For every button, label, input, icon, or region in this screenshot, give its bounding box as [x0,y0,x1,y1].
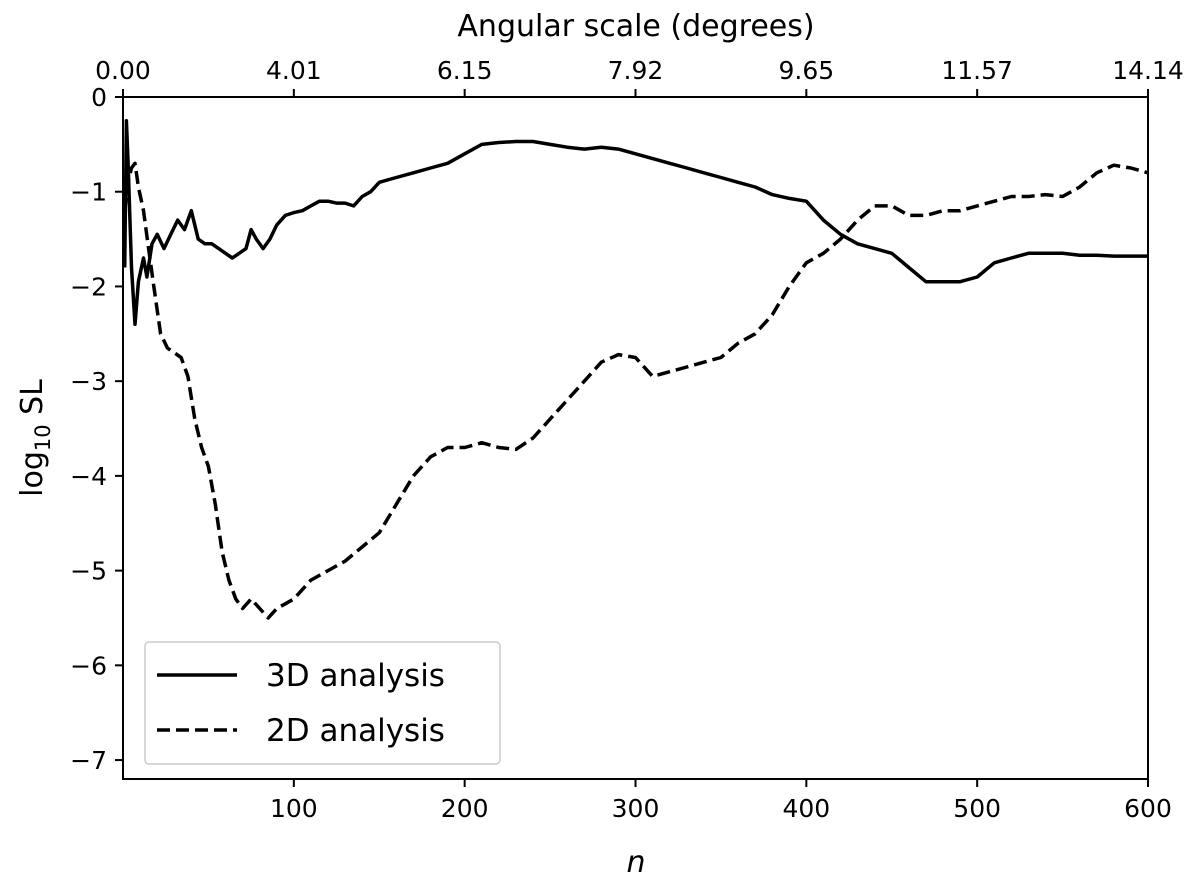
top-axis: 0.00 4.01 6.15 7.92 9.65 11.57 14.14 [95,56,1184,97]
x-tick-label: 100 [270,794,318,823]
top-tick-label: 4.01 [266,56,322,85]
y-axis: 0 −1 −2 −3 −4 −5 −6 −7 [70,83,123,775]
top-tick-label: 7.92 [608,56,664,85]
top-tick-label: 9.65 [778,56,834,85]
x-tick-label: 500 [953,794,1001,823]
legend-label-2d: 2D analysis [266,713,445,749]
y-tick-label: −4 [70,462,107,491]
x-axis-label: n [626,845,645,879]
y-axis-label-base: log [15,451,50,497]
y-tick-label: −2 [70,272,107,301]
y-tick-label: −5 [70,557,107,586]
y-tick-label: 0 [91,83,107,112]
legend-label-3d: 3D analysis [266,658,445,694]
x-axis: 100 200 300 400 500 600 [270,779,1172,823]
top-tick-label: 14.14 [1112,56,1184,85]
y-axis-label: log10 SL [15,379,55,497]
top-tick-label: 0.00 [95,56,151,85]
x-tick-label: 200 [441,794,489,823]
legend-box [144,641,501,765]
x-tick-label: 600 [1124,794,1172,823]
top-tick-label: 6.15 [437,56,493,85]
series-layer [122,118,1149,620]
legend: 3D analysis 2D analysis [144,641,501,765]
y-tick-label: −7 [70,746,107,775]
top-axis-label: Angular scale (degrees) [457,9,814,44]
series-line-2d [122,161,1149,620]
x-tick-label: 300 [612,794,660,823]
y-axis-label-tail: SL [15,379,50,425]
x-tick-label: 400 [782,794,830,823]
y-tick-label: −1 [70,178,107,207]
y-axis-label-subscript: 10 [31,424,55,451]
series-line-3d [122,118,1148,327]
top-tick-label: 11.57 [941,56,1013,85]
y-tick-label: −6 [70,651,107,680]
y-tick-label: −3 [70,367,107,396]
